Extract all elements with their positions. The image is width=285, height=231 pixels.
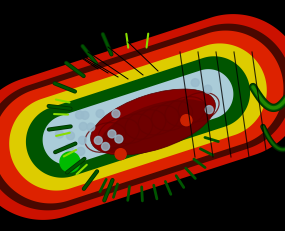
Circle shape — [181, 115, 192, 126]
Circle shape — [115, 149, 126, 160]
Circle shape — [76, 112, 84, 119]
Circle shape — [60, 152, 80, 172]
Circle shape — [191, 79, 199, 87]
Circle shape — [96, 110, 104, 118]
Circle shape — [87, 124, 95, 131]
Circle shape — [78, 137, 86, 145]
Polygon shape — [0, 31, 284, 204]
Circle shape — [94, 137, 102, 145]
Circle shape — [115, 135, 123, 143]
Circle shape — [65, 144, 73, 152]
Ellipse shape — [101, 100, 211, 155]
Ellipse shape — [91, 90, 215, 155]
Circle shape — [79, 123, 87, 131]
Circle shape — [66, 132, 74, 140]
Circle shape — [205, 106, 213, 114]
Polygon shape — [26, 57, 250, 178]
Circle shape — [81, 112, 89, 120]
Circle shape — [204, 86, 212, 94]
Polygon shape — [0, 24, 285, 210]
Polygon shape — [9, 44, 267, 191]
Circle shape — [112, 110, 120, 118]
Circle shape — [101, 143, 109, 151]
Circle shape — [56, 131, 64, 139]
Circle shape — [108, 130, 116, 138]
Circle shape — [77, 148, 85, 156]
Polygon shape — [43, 70, 233, 165]
Polygon shape — [0, 15, 285, 220]
